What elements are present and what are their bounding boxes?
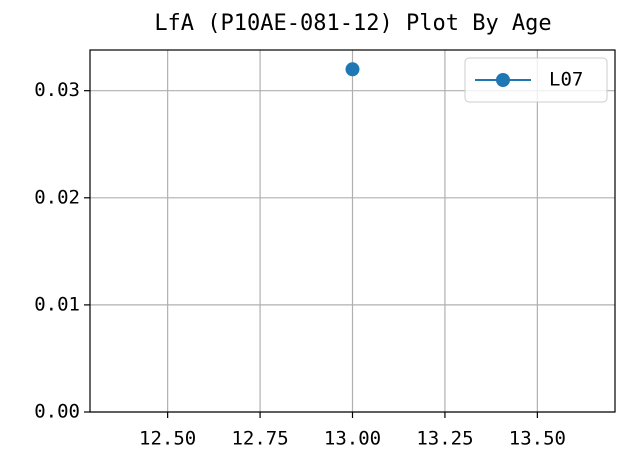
x-tick-label: 13.25 bbox=[416, 428, 473, 450]
y-tick-label: 0.03 bbox=[34, 79, 80, 101]
legend-box bbox=[464, 57, 608, 103]
y-tick-label: 0.02 bbox=[34, 186, 80, 208]
point bbox=[345, 62, 360, 77]
x-tick-label: 13.50 bbox=[509, 428, 566, 450]
chart-title: LfA (P10AE-081-12) Plot By Age bbox=[154, 11, 551, 36]
legend-label: L07 bbox=[549, 69, 583, 91]
legend-marker bbox=[496, 73, 510, 87]
y-tick-label: 0.00 bbox=[34, 401, 80, 423]
x-tick-label: 12.75 bbox=[231, 428, 288, 450]
x-tick-label: 12.50 bbox=[139, 428, 196, 450]
plot-frame bbox=[89, 49, 616, 413]
y-tick-label: 0.01 bbox=[34, 293, 80, 315]
x-tick-label: 13.00 bbox=[324, 428, 381, 450]
